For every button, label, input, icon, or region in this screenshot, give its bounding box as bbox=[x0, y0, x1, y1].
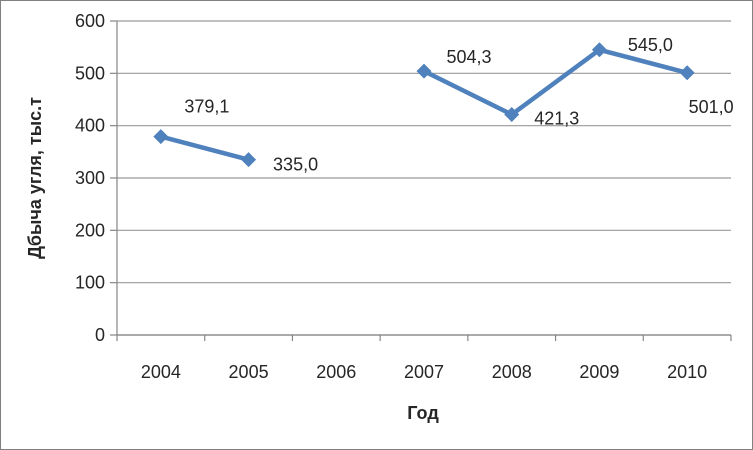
y-tick-label: 0 bbox=[95, 325, 105, 345]
data-point-label: 421,3 bbox=[534, 109, 579, 129]
data-point-label: 501,0 bbox=[689, 97, 734, 117]
data-point-marker bbox=[504, 107, 520, 123]
data-point-label: 504,3 bbox=[446, 47, 491, 67]
x-tick-label: 2006 bbox=[316, 362, 356, 382]
data-point-marker bbox=[153, 129, 169, 145]
data-point-label: 545,0 bbox=[628, 35, 673, 55]
series-line-segment bbox=[158, 134, 251, 162]
x-tick-label: 2008 bbox=[492, 362, 532, 382]
y-axis-title: Дбыча угля, тыс.т bbox=[25, 97, 45, 259]
x-axis-title: Год bbox=[407, 403, 439, 423]
y-tick-label: 500 bbox=[75, 63, 105, 83]
x-tick-label: 2009 bbox=[579, 362, 619, 382]
data-point-marker bbox=[416, 63, 432, 79]
x-tick-label: 2005 bbox=[229, 362, 269, 382]
y-tick-label: 300 bbox=[75, 168, 105, 188]
data-point-marker bbox=[679, 65, 695, 81]
axes-group bbox=[110, 20, 732, 341]
y-tick-label: 600 bbox=[75, 11, 105, 31]
data-point-marker bbox=[591, 42, 607, 58]
y-tick-label: 200 bbox=[75, 220, 105, 240]
data-point-label: 335,0 bbox=[273, 155, 318, 175]
data-point-marker bbox=[241, 152, 257, 168]
x-tick-label: 2004 bbox=[141, 362, 181, 382]
x-tick-label: 2007 bbox=[404, 362, 444, 382]
y-tick-label: 100 bbox=[75, 273, 105, 293]
data-point-label: 379,1 bbox=[184, 97, 229, 117]
x-tick-label: 2010 bbox=[667, 362, 707, 382]
series-line-segment bbox=[421, 47, 690, 117]
y-tick-label: 400 bbox=[75, 116, 105, 136]
tick-labels-group: 0 100 200 300 400 500 600 2004 2005 2006 2007 2008 2… bbox=[75, 11, 734, 382]
series-group bbox=[153, 42, 695, 168]
